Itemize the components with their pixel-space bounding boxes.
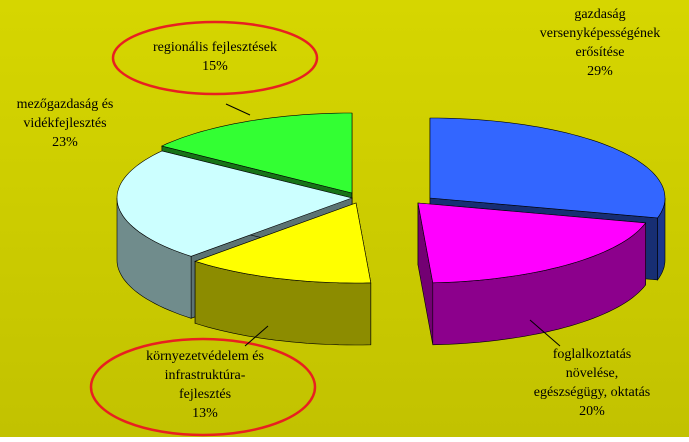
label-line: vidékfejlesztés: [23, 116, 106, 131]
slice: [194, 202, 372, 346]
value-label: 13%: [192, 406, 218, 421]
label-line: regionális fejlesztések: [153, 40, 277, 55]
leader-line: [225, 103, 251, 116]
labels: gazdaság versenyképességének erősítése 29% f…: [17, 7, 661, 421]
slice-top: [194, 202, 372, 284]
value-label: 15%: [202, 59, 228, 74]
slice-top: [429, 117, 666, 219]
slice-top: [116, 150, 354, 257]
value-label: 20%: [579, 404, 605, 419]
pie: [116, 112, 666, 346]
label-line: infrastruktúra-: [165, 368, 246, 383]
label-line: erősítése: [576, 45, 625, 60]
label-line: fejlesztés: [179, 387, 231, 402]
value-label: 29%: [587, 64, 613, 79]
leader-line: [244, 325, 269, 347]
label-line: egészségügy, oktatás: [534, 385, 651, 400]
slice: [417, 202, 647, 346]
leader-line: [529, 319, 561, 347]
slice-top: [161, 112, 353, 194]
highlight-ellipse: [111, 20, 319, 96]
category-label: foglalkoztatás növelése, egészségügy, okta…: [534, 347, 651, 400]
category-label: környezetvédelem és infrastruktúra-fejles…: [146, 349, 264, 402]
label-line: versenyképességének: [540, 26, 661, 41]
label-line: növelése,: [566, 366, 618, 381]
category-label: regionális fejlesztések: [153, 40, 277, 55]
slice-top: [417, 202, 647, 284]
category-label: gazdaság versenyképességének erősítése: [540, 7, 661, 60]
category-label: mezőgazdaság és vidékfejlesztés: [17, 97, 114, 131]
label-line: gazdaság: [574, 7, 625, 22]
label-line: mezőgazdaság és: [17, 97, 114, 112]
label-line: foglalkoztatás: [553, 347, 632, 362]
highlight-ellipse: [89, 337, 317, 437]
value-label: 23%: [52, 135, 78, 150]
label-line: környezetvédelem és: [146, 349, 264, 364]
